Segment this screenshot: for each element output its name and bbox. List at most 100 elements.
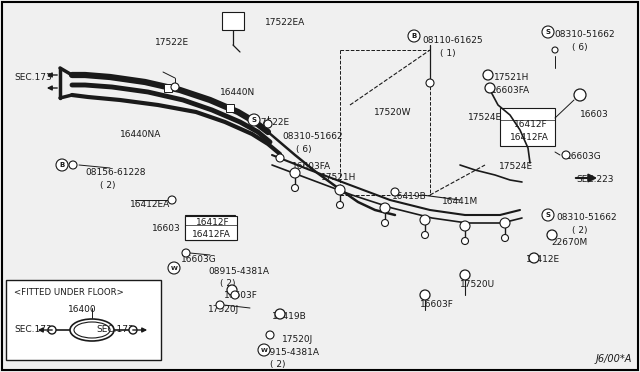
Text: 17524E: 17524E [499,162,533,171]
Circle shape [420,215,430,225]
Circle shape [547,230,557,240]
Circle shape [420,290,430,300]
Circle shape [391,188,399,196]
Circle shape [276,154,284,162]
Text: 16419B: 16419B [272,312,307,321]
Circle shape [483,70,493,80]
Text: 16603FA: 16603FA [292,162,331,171]
Circle shape [258,344,270,356]
Text: 16440NA: 16440NA [120,130,161,139]
Text: S: S [545,29,550,35]
Text: J6/00*A: J6/00*A [596,354,632,364]
Circle shape [542,26,554,38]
Text: 16419B: 16419B [392,192,427,201]
Text: SEC.173: SEC.173 [14,73,52,82]
Text: 16412E: 16412E [526,255,560,264]
Text: ( 6): ( 6) [296,145,312,154]
Text: 16603: 16603 [580,110,609,119]
Circle shape [426,79,434,87]
Circle shape [380,203,390,213]
Text: W: W [171,266,177,270]
Circle shape [552,47,558,53]
Text: 08915-4381A: 08915-4381A [258,348,319,357]
Text: ( 2): ( 2) [220,279,236,288]
Text: 16400: 16400 [68,305,97,314]
Circle shape [461,237,468,244]
Text: SEC.173: SEC.173 [96,325,134,334]
Text: S: S [252,117,257,123]
Circle shape [337,202,344,208]
Bar [164,84,172,92]
Circle shape [231,291,239,299]
Bar [222,12,244,30]
Text: 22670M: 22670M [551,238,588,247]
Circle shape [168,262,180,274]
Text: 16412FA: 16412FA [510,133,549,142]
Text: S: S [545,212,550,218]
Circle shape [275,309,285,319]
Text: 17524E: 17524E [468,113,502,122]
Text: ( 2): ( 2) [100,181,115,190]
Text: 16603F: 16603F [420,300,454,309]
Text: ( 6): ( 6) [572,43,588,52]
Text: W: W [260,347,268,353]
Text: 16603: 16603 [152,224,180,233]
Circle shape [529,253,539,263]
Ellipse shape [74,322,110,338]
Circle shape [502,234,509,241]
Circle shape [542,209,554,221]
Bar [500,108,555,146]
Circle shape [216,301,224,309]
Text: ( 2): ( 2) [572,226,588,235]
Text: 08110-61625: 08110-61625 [422,36,483,45]
Bar [185,216,237,240]
Circle shape [290,168,300,178]
Circle shape [182,249,190,257]
Circle shape [168,196,176,204]
Circle shape [248,114,260,126]
Text: 17521H: 17521H [321,173,356,182]
Circle shape [266,331,274,339]
Text: 17521H: 17521H [494,73,529,82]
Text: 16441M: 16441M [442,197,478,206]
Circle shape [460,221,470,231]
Bar [185,215,235,240]
Text: 17520J: 17520J [208,305,239,314]
Circle shape [69,161,77,169]
Text: 16603G: 16603G [181,255,217,264]
Text: 16603G: 16603G [566,152,602,161]
Text: 16603FA: 16603FA [491,86,530,95]
Text: 16412FA: 16412FA [192,230,231,239]
Circle shape [129,326,137,334]
Text: 08310-51662: 08310-51662 [282,132,342,141]
Circle shape [291,185,298,192]
Text: B: B [60,162,65,168]
Circle shape [562,151,570,159]
Text: 16412F: 16412F [196,218,230,227]
Circle shape [460,270,470,280]
Circle shape [408,30,420,42]
Text: 17520U: 17520U [460,280,495,289]
Text: ( 2): ( 2) [270,360,285,369]
Circle shape [171,83,179,91]
Text: 16412F: 16412F [514,120,548,129]
Ellipse shape [70,319,114,341]
Circle shape [335,185,345,195]
Text: 17522E: 17522E [256,118,290,127]
Text: 17520W: 17520W [374,108,412,117]
Text: 16603F: 16603F [224,291,258,300]
Text: SEC.173: SEC.173 [14,325,52,334]
Text: SEC.223: SEC.223 [576,175,614,184]
Circle shape [500,218,510,228]
Text: 17522E: 17522E [155,38,189,47]
Circle shape [227,285,237,295]
Circle shape [264,120,272,128]
Text: ( 1): ( 1) [440,49,456,58]
Text: 16440N: 16440N [220,88,255,97]
Circle shape [48,326,56,334]
Circle shape [574,89,586,101]
Text: 17520J: 17520J [282,335,313,344]
Circle shape [485,83,495,93]
Circle shape [422,231,429,238]
Text: 08156-61228: 08156-61228 [85,168,145,177]
